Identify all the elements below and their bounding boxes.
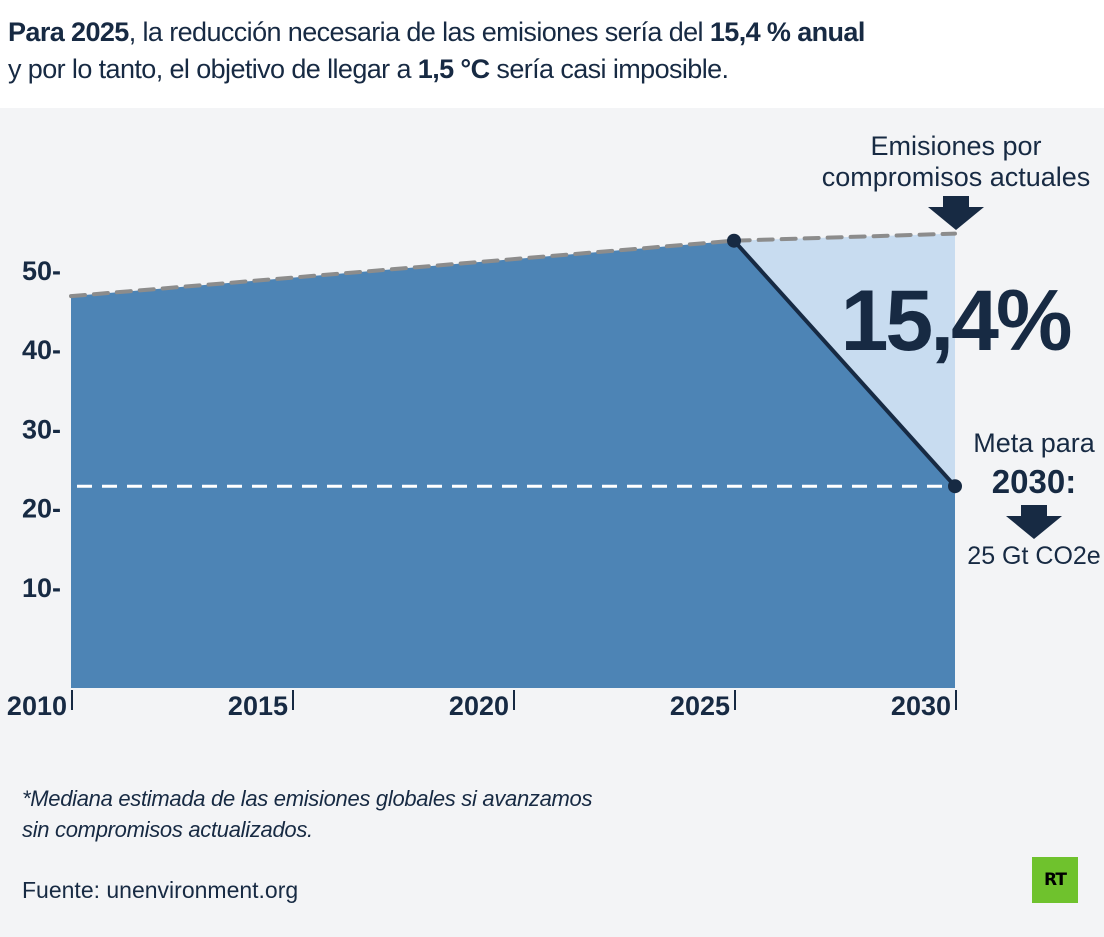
target-point [948,479,962,494]
title-line-1: Para 2025, la reducción necesaria de las… [8,14,1098,51]
y-tick-label: 20- [22,494,61,524]
current-commitments-label-line1: Emisiones por [870,131,1041,161]
x-tick-label: 2010 [7,691,67,721]
title-run: 15,4 % anual [709,17,865,47]
reduction-line [732,239,957,488]
footnote-line-1: *Mediana estimada de las emisiones globa… [22,786,593,811]
title-run: 1,5 °C [417,54,490,84]
x-tick-label: 2025 [670,691,730,721]
peak-point [727,233,741,248]
current-commitments-label-line2: compromisos actuales [822,162,1091,192]
emissions-area [71,240,955,689]
y-tick-label: 40- [22,335,61,365]
title-run: , la reducción necesaria de las emisione… [128,17,710,47]
title-run: y por lo tanto, el objetivo de llegar a [8,54,418,84]
x-tick-label: 2030 [891,691,951,721]
arrow-down-icon [928,196,984,230]
title-run: sería casi imposible. [489,54,729,84]
chart-title: Para 2025, la reducción necesaria de las… [8,14,1098,88]
y-tick-label: 50- [22,256,61,286]
rt-logo-text: RT [1044,870,1067,890]
arrow-down-icon [1006,505,1062,539]
y-tick-label: 30- [22,414,61,444]
target-label-line2: 2030: [992,463,1076,500]
target-value-label: 25 Gt CO2e [967,542,1100,570]
x-tick-label: 2015 [228,691,288,721]
x-tick-label: 2020 [449,691,509,721]
y-tick-label: 10- [22,573,61,603]
footnote: *Mediana estimada de las emisiones globa… [22,783,592,845]
target-label-line1: Meta para [973,428,1096,458]
gap-percentage-label: 15,4% [841,273,1071,369]
source-text: Fuente: unenvironment.org [22,877,299,903]
title-run: Para 2025 [8,17,129,47]
title-line-2: y por lo tanto, el objetivo de llegar a … [8,51,1098,88]
footnote-line-2: sin compromisos actualizados. [22,817,313,842]
rt-logo: RT [1032,857,1078,903]
